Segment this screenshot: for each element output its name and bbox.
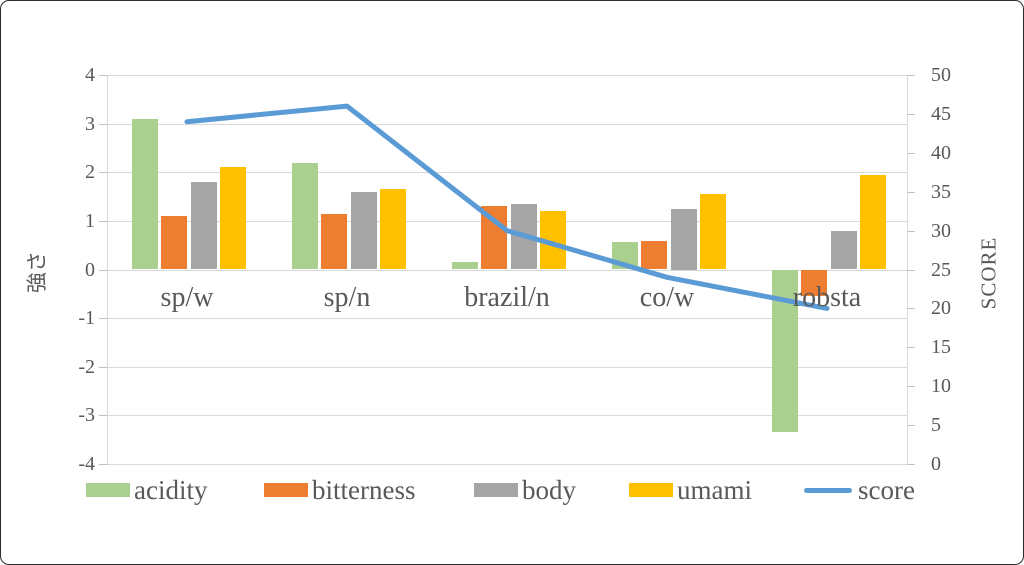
right-axis-tick [907,425,915,427]
left-axis-tick [99,318,107,320]
left-axis-tick-label: 2 [85,161,95,184]
gridline [107,464,907,465]
left-axis-tick-label: 4 [85,64,95,86]
legend-label: score [858,475,915,505]
legend-swatch-body [474,483,518,497]
right-axis-tick-label: 0 [931,453,941,475]
right-axis-tick-label: 5 [931,414,941,437]
right-axis-tick-label: 45 [931,102,951,125]
category-label: robsta [792,281,862,313]
right-axis-tick [907,113,915,115]
bar-body [670,208,697,270]
gridline [107,172,907,174]
legend-label: umami [677,475,752,505]
right-axis-tick [907,152,915,154]
left-axis-tick [99,415,107,417]
right-axis-tick [907,269,915,271]
bar-acidity [451,262,478,270]
category-label: co/w [639,281,695,313]
bar-umami [220,167,247,270]
right-axis-tick-label: 50 [931,64,951,86]
left-axis-tick [99,172,107,174]
left-axis-tick [99,366,107,368]
legend-label: body [522,475,576,505]
right-axis-tick [907,75,915,76]
left-axis-tick-label: -4 [78,453,95,475]
bar-umami [380,189,407,270]
right-axis-tick-label: 35 [931,180,951,203]
left-axis-tick-label: -1 [78,307,95,330]
left-axis-tick-label: 1 [85,209,95,232]
right-axis-tick-label: 25 [931,258,951,281]
legend-swatch-umami [629,483,673,497]
category-label: sp/w [160,281,214,313]
bar-umami [700,194,727,270]
right-axis-tick-label: 15 [931,336,951,359]
bar-bitterness [641,241,668,270]
axis-line [107,75,108,464]
left-axis-tick [99,123,107,125]
plot-area [107,75,908,465]
left-axis-tick [99,464,107,465]
left-axis-tick-label: -3 [78,404,95,427]
right-axis-tick-label: 20 [931,297,951,320]
right-axis-tick-label: 40 [931,141,951,164]
bar-umami [860,174,887,270]
legend-swatch-score [804,488,852,493]
right-axis-tick-label: 30 [931,219,951,242]
right-axis-tick [907,464,915,465]
legend-swatch-bitterness [264,483,308,497]
bar-acidity [291,162,318,270]
left-axis-tick [99,269,107,271]
left-axis-tick-label: -2 [78,355,95,378]
gridline [107,269,907,271]
bar-body [190,181,217,270]
gridline [107,75,907,76]
right-axis-tick [907,191,915,193]
gridline [107,318,907,320]
right-axis-tick [907,386,915,388]
bar-acidity [131,118,158,270]
left-axis-tick [99,220,107,222]
gridline [107,123,907,125]
category-label: sp/n [323,281,371,313]
right-axis-tick [907,347,915,349]
line-score [184,103,830,311]
right-axis-tick [907,308,915,310]
legend-swatch-acidity [86,483,130,497]
bar-body [830,230,857,270]
legend-label: bitterness [312,475,416,505]
category-label: brazil/n [464,281,550,313]
gridline [107,415,907,417]
bar-body [350,191,377,270]
right-axis-tick [907,230,915,232]
bar-bitterness [801,269,828,297]
gridline [107,366,907,368]
bar-bitterness [161,216,188,270]
bar-bitterness [321,213,348,270]
left-axis-tick [99,75,107,76]
left-axis-tick-label: 3 [85,112,95,135]
legend-label: acidity [134,475,208,505]
right-axis-tick-label: 10 [931,375,951,398]
left-axis-tick-label: 0 [85,258,95,281]
